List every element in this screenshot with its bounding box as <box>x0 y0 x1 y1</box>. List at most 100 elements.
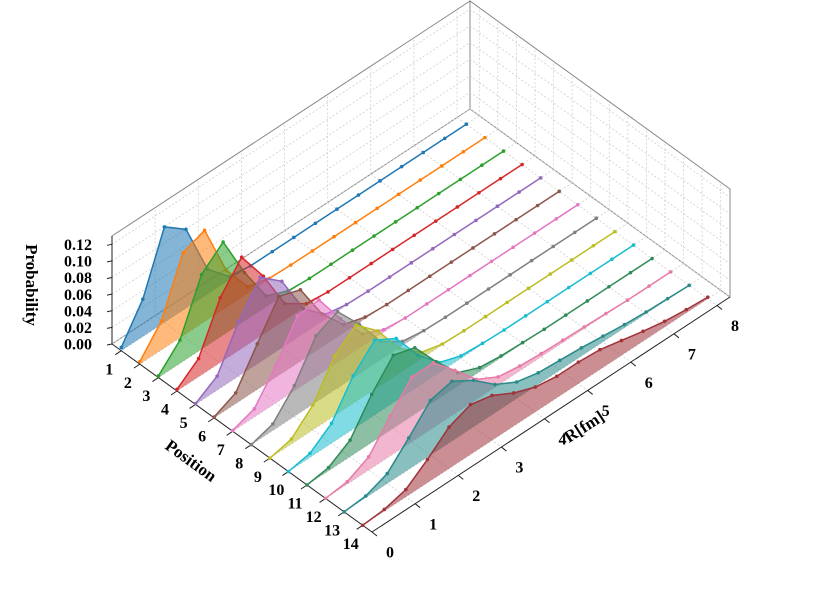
x-tick <box>630 361 637 367</box>
data-point <box>668 270 673 274</box>
data-point <box>363 315 367 319</box>
data-point <box>295 313 300 318</box>
data-point <box>447 425 451 429</box>
x-tick <box>414 503 421 509</box>
data-point <box>141 297 145 301</box>
x-tick <box>371 531 378 537</box>
data-point <box>533 385 538 389</box>
data-point <box>493 382 497 387</box>
data-point <box>455 205 460 209</box>
z-tick-label: 0.10 <box>64 254 92 271</box>
z-tick-label: 0.12 <box>64 237 92 254</box>
x-tick <box>457 474 464 480</box>
y-tick-label: 5 <box>180 415 188 432</box>
data-point <box>644 310 648 314</box>
x-tick-label: 8 <box>731 318 739 335</box>
x-tick-label: 1 <box>429 516 437 533</box>
data-point <box>471 246 475 250</box>
data-point <box>705 295 710 299</box>
data-point <box>489 259 494 264</box>
y-tick-label: 1 <box>105 361 113 378</box>
grid-line <box>456 117 718 306</box>
data-point <box>471 378 476 383</box>
data-point <box>450 379 454 384</box>
data-point <box>366 455 371 459</box>
data-point <box>425 302 429 306</box>
data-point <box>393 220 398 224</box>
data-point <box>443 315 448 320</box>
data-point <box>394 336 399 341</box>
data-point <box>542 327 547 332</box>
data-point <box>439 164 444 168</box>
x-tick <box>716 305 723 310</box>
data-point <box>468 402 473 407</box>
data-point <box>582 325 587 329</box>
data-point <box>561 338 565 343</box>
x-tick <box>544 418 550 424</box>
data-point <box>178 338 182 342</box>
data-point <box>138 359 142 364</box>
data-point <box>375 329 380 333</box>
data-point <box>566 285 571 290</box>
z-tick <box>106 326 113 329</box>
data-point <box>421 150 426 155</box>
data-point <box>464 122 469 127</box>
data-point <box>369 261 373 266</box>
x-tick-label: 6 <box>645 375 653 392</box>
data-point <box>353 220 358 225</box>
data-point <box>314 333 318 338</box>
data-point <box>162 225 167 229</box>
z-tick <box>106 310 113 313</box>
y-tick-label: 2 <box>124 375 132 392</box>
data-point <box>558 358 562 363</box>
x-axis-label: R[fm] <box>561 407 608 447</box>
data-point <box>495 204 500 209</box>
data-point <box>575 202 580 207</box>
data-point <box>233 391 238 395</box>
data-point <box>418 178 423 182</box>
grid-line <box>284 230 545 420</box>
data-point <box>382 507 387 512</box>
data-point <box>413 345 417 350</box>
y-tick <box>152 377 159 382</box>
data-point <box>415 205 420 210</box>
grid-line <box>111 108 731 345</box>
x-tick-label: 5 <box>602 403 610 420</box>
data-point <box>641 329 645 334</box>
data-point <box>344 302 349 307</box>
data-point <box>480 341 485 346</box>
data-point <box>378 179 382 183</box>
data-point <box>538 176 543 180</box>
data-point <box>332 234 336 239</box>
data-point <box>431 246 435 251</box>
data-point <box>199 272 204 277</box>
data-point <box>274 363 278 368</box>
data-point <box>428 274 432 279</box>
grid-line <box>111 75 731 312</box>
data-point <box>619 338 624 343</box>
y-tick <box>207 417 215 423</box>
data-point <box>193 401 198 406</box>
data-point <box>372 234 376 238</box>
data-point <box>545 299 550 304</box>
data-point <box>576 360 581 364</box>
data-point <box>156 374 161 378</box>
y-tick <box>115 350 122 356</box>
axis-line <box>371 296 731 533</box>
data-point <box>391 353 396 358</box>
data-point <box>384 302 389 307</box>
data-point <box>230 428 235 433</box>
data-point <box>452 232 457 237</box>
data-point <box>529 258 534 263</box>
data-point <box>532 231 537 235</box>
z-tick <box>106 243 113 246</box>
data-point <box>345 479 349 484</box>
data-point <box>535 203 540 208</box>
data-point <box>196 356 201 361</box>
data-point <box>236 319 241 324</box>
data-point <box>520 340 525 345</box>
data-point <box>687 283 692 288</box>
data-point <box>351 374 355 378</box>
data-point <box>647 284 651 288</box>
data-point <box>511 245 515 250</box>
